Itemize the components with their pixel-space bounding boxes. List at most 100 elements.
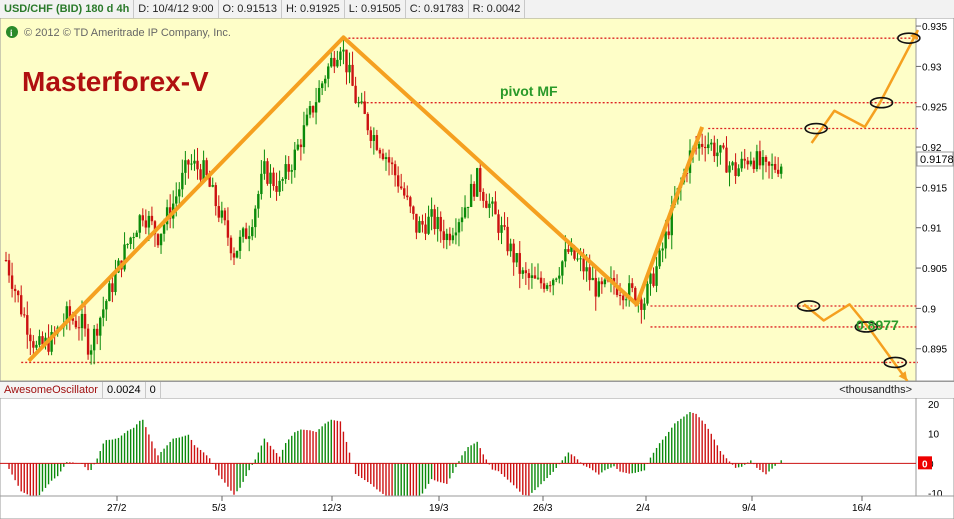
candle-body [631, 283, 634, 288]
candle-body [743, 158, 746, 161]
candle-body [187, 160, 190, 165]
candle-body [561, 261, 564, 276]
candle-body [454, 232, 458, 236]
candle-body [773, 163, 777, 170]
candle-body [248, 236, 251, 239]
copyright-text: © 2012 © TD Ameritrade IP Company, Inc. [24, 27, 231, 39]
info-icon[interactable] [6, 26, 18, 38]
candle-body [412, 206, 415, 214]
candle-body [652, 273, 655, 286]
candle-body [65, 306, 68, 324]
candle-body [138, 215, 141, 233]
oscillator-header: AwesomeOscillator 0.0024 0 <thousandths> [0, 381, 954, 399]
candle-body [153, 221, 157, 235]
y-tick-label: 0.93 [922, 62, 942, 73]
candle-body [457, 222, 461, 233]
candle-body [135, 232, 138, 238]
candle-body [485, 200, 488, 208]
wave-line [803, 303, 909, 381]
candle-body [713, 142, 716, 157]
candle-body [366, 113, 369, 131]
oscillator-name[interactable]: AwesomeOscillator [0, 382, 103, 398]
high-readout: H: 0.91925 [282, 0, 345, 18]
candle-body [436, 216, 439, 230]
candle-body [664, 231, 667, 249]
candle-body [132, 237, 135, 239]
candle-body [181, 172, 184, 190]
candle-body [597, 281, 600, 297]
candle-body [254, 208, 257, 228]
candle-body [539, 277, 543, 284]
candle-body [287, 164, 290, 172]
candle-body [193, 160, 196, 164]
x-tick-label: 2/4 [636, 503, 650, 514]
candle-body [469, 183, 473, 207]
candle-body [716, 152, 719, 157]
candle-body [293, 149, 296, 171]
symbol-label[interactable]: USD/CHF (BID) 180 d 4h [0, 0, 135, 18]
candle-body [427, 216, 430, 234]
candle-body [421, 221, 424, 225]
wave-line [810, 29, 920, 144]
candle-body [776, 169, 780, 174]
low-readout: L: 0.91505 [345, 0, 406, 18]
last-price-label: 0.9178 [920, 154, 954, 166]
candle-body [515, 253, 518, 263]
candle-body [16, 291, 20, 296]
candle-body [235, 250, 239, 258]
candle-body [649, 273, 652, 284]
candle-body [731, 162, 734, 166]
candle-body [445, 233, 448, 241]
candle-body [86, 328, 90, 355]
candle-body [491, 201, 494, 204]
candle-body [89, 350, 93, 355]
candle-body [661, 248, 664, 251]
candle-body [466, 206, 470, 208]
candle-body [576, 258, 579, 260]
candle-body [275, 186, 278, 192]
candle-body [518, 253, 521, 274]
candle-body [339, 51, 342, 60]
candle-body [211, 185, 214, 187]
candle-body [564, 249, 567, 262]
candle-body [50, 331, 53, 352]
candle-body [266, 161, 269, 184]
candle-body [384, 157, 388, 160]
candle-body [150, 215, 154, 222]
candle-body [260, 173, 263, 195]
candle-body [527, 273, 531, 278]
candle-body [314, 102, 318, 113]
candle-body [308, 106, 312, 115]
candle-body [199, 169, 202, 180]
candle-body [646, 283, 649, 304]
candle-body [129, 237, 132, 245]
candle-body [71, 318, 75, 321]
osc-tick-label: -10 [928, 489, 943, 500]
marker-ellipse [854, 321, 879, 333]
watermark-text: Masterforex-V [22, 66, 209, 97]
candle-body [700, 143, 704, 147]
candle-body [290, 170, 293, 172]
candle-body [244, 228, 248, 239]
price-chart[interactable]: 0.935 0.93 0.925 0.92 0.915 0.91 0.905 0.9 0.895… [0, 18, 954, 381]
candle-body [278, 180, 281, 192]
x-tick-label: 16/4 [852, 503, 872, 514]
candle-body [348, 64, 351, 73]
candle-body [521, 270, 524, 274]
candle-body [251, 227, 254, 237]
candle-body [719, 145, 722, 153]
candle-body [415, 213, 418, 233]
candle-body [755, 151, 759, 170]
oscillator-chart[interactable]: 20100-10 0 27/25/312/319/326/32/49/416/4 [0, 398, 954, 519]
candle-body [13, 288, 17, 292]
candle-body [430, 209, 433, 217]
open-readout: O: 0.91513 [219, 0, 282, 18]
candle-body [10, 275, 14, 289]
candle-body [299, 144, 303, 148]
candle-body [628, 283, 631, 300]
candle-body [220, 210, 224, 218]
candle-body [707, 144, 710, 149]
candle-body [333, 57, 336, 67]
candle-body [190, 163, 193, 165]
y-tick-label: 0.925 [922, 103, 947, 114]
